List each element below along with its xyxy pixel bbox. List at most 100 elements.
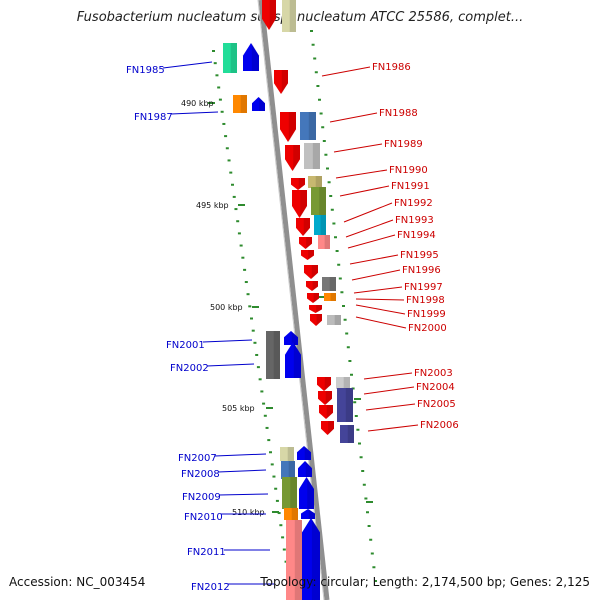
gene-arrow xyxy=(285,145,300,171)
gene-arrow-shade xyxy=(303,218,310,236)
leader-line xyxy=(351,269,401,281)
tick-dot xyxy=(269,451,272,454)
gene-label-left: FN1985 xyxy=(126,65,165,76)
gene-label-left: FN2010 xyxy=(184,512,223,523)
gene-arrow-shade xyxy=(308,509,315,519)
leader-line xyxy=(367,424,419,432)
gene-arrow xyxy=(285,342,301,378)
gene-arrow xyxy=(307,293,319,303)
gene-label-right: FN1996 xyxy=(402,265,441,276)
tick-dot xyxy=(279,524,283,527)
gene-arrows xyxy=(243,0,334,600)
gene-label-left: FN2011 xyxy=(187,547,226,558)
tick-dot xyxy=(251,329,255,332)
tick-dot xyxy=(345,332,349,335)
leader-line xyxy=(206,363,255,367)
leader-line xyxy=(217,469,267,473)
leader-line xyxy=(339,185,390,197)
kbp-label: 495 kbp xyxy=(196,201,229,210)
cog-shade xyxy=(343,377,350,389)
leader-line xyxy=(170,111,219,115)
gene-arrow-shade xyxy=(307,477,314,509)
tick-dot xyxy=(332,222,336,225)
tick-dot xyxy=(262,402,266,405)
tick-dot xyxy=(310,30,313,32)
gene-arrow xyxy=(299,477,314,509)
tick-dot xyxy=(277,512,281,515)
gene-arrow-shade xyxy=(316,314,322,326)
cog-block xyxy=(318,235,330,249)
gene-labels: FN1985 FN1987 FN2001 FN2002 FN2007 FN2008 FN20… xyxy=(126,62,459,593)
cog-shade xyxy=(240,95,247,113)
topology-text: Topology: circular; Length: 2,174,500 bp… xyxy=(260,575,590,589)
leader-line xyxy=(335,169,388,179)
gene-arrow xyxy=(321,421,334,435)
tick-dot xyxy=(275,499,279,502)
gene-label-right: FN1998 xyxy=(406,295,445,306)
tick-dot xyxy=(318,98,321,101)
tick-dot xyxy=(250,317,253,320)
major-tick xyxy=(208,102,215,104)
gene-arrow xyxy=(299,237,312,249)
major-tick xyxy=(238,204,245,206)
tick-dot xyxy=(253,341,257,344)
kbp-label: 490 kbp xyxy=(181,99,214,108)
gene-label-right: FN2005 xyxy=(417,399,456,410)
cog-block xyxy=(280,447,294,461)
gene-arrow xyxy=(319,405,333,419)
cog-block xyxy=(286,520,302,600)
gene-arrow xyxy=(317,377,331,391)
gene-arrow xyxy=(291,178,305,190)
gene-arrow xyxy=(262,0,276,30)
cog-block xyxy=(327,315,341,325)
gene-arrow xyxy=(274,70,288,94)
cog-block xyxy=(337,388,353,422)
leader-line xyxy=(329,112,378,123)
gene-arrow xyxy=(301,250,314,260)
cog-shade xyxy=(290,477,297,509)
gene-label-right: FN1993 xyxy=(395,215,434,226)
tick-dot xyxy=(222,122,226,125)
cog-block xyxy=(314,215,326,235)
tick-dot xyxy=(215,74,219,77)
leader-line xyxy=(333,143,383,153)
cog-block xyxy=(324,293,336,301)
kbp-label: 510 kbp xyxy=(232,508,265,517)
leader-line xyxy=(353,286,403,294)
label-leader-lines xyxy=(162,61,419,585)
tick-dot xyxy=(220,110,224,113)
tick-dot xyxy=(225,147,229,150)
tick-dot xyxy=(329,195,333,197)
tick-dot xyxy=(364,497,368,500)
cog-block xyxy=(281,461,295,479)
scale-tick-dots xyxy=(208,30,377,587)
tick-dot xyxy=(281,536,285,539)
cog-shade xyxy=(319,187,326,215)
tick-dot xyxy=(324,153,328,156)
leader-line xyxy=(218,493,269,496)
tick-dot xyxy=(340,291,344,294)
cog-block xyxy=(284,508,298,520)
gene-arrow-shade xyxy=(306,237,312,249)
leader-line xyxy=(355,316,407,329)
gene-arrow xyxy=(296,218,310,236)
cog-shade xyxy=(324,235,330,249)
leader-line xyxy=(202,339,253,343)
gene-label-right: FN2004 xyxy=(416,382,455,393)
cog-shade xyxy=(329,277,336,291)
gene-arrow-shade xyxy=(300,190,307,218)
cog-block xyxy=(223,43,237,73)
cog-shade xyxy=(291,508,298,520)
cog-block xyxy=(282,0,296,32)
tick-dot xyxy=(256,366,260,369)
gene-arrow xyxy=(301,509,315,519)
major-tick xyxy=(252,306,259,308)
gene-label-right: FN2003 xyxy=(414,368,453,379)
gene-arrow-shade xyxy=(281,70,288,94)
cog-shade xyxy=(347,425,354,443)
cog-shade xyxy=(230,43,237,73)
cog-block xyxy=(322,277,336,291)
tick-dot xyxy=(369,538,373,541)
tick-dot xyxy=(370,552,374,555)
